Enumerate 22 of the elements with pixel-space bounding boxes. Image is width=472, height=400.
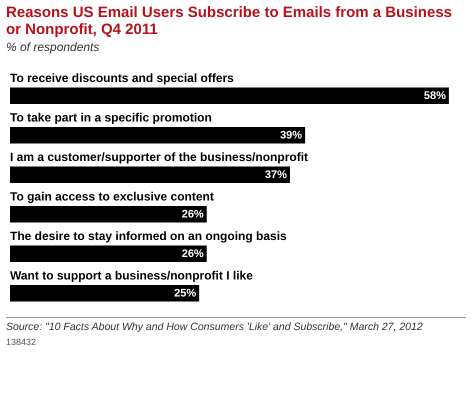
bar (10, 87, 449, 104)
data-label: 26% (182, 208, 204, 220)
text: 138432 (6, 337, 38, 347)
y-tick-label: To receive discounts and special offers (10, 70, 234, 85)
data-label: 26% (182, 248, 204, 260)
bar (10, 126, 306, 144)
chart-title: Reasons US Email Users Subscribe to Emails from a Business or Nonprofit, Q4 2011 (6, 4, 454, 38)
bar (10, 166, 290, 184)
data-label: 25% (174, 287, 196, 300)
bar (10, 245, 207, 262)
y-tick-label: The desire to stay informed on an ongoing basis (10, 228, 288, 243)
bar (10, 206, 207, 223)
source-note: Source: "10 Facts About Why and How Consumers 'Like' and Subscribe," March 27, 2012 (6, 317, 466, 333)
data-label: 58% (424, 90, 446, 102)
y-tick-label: To gain access to exclusive content (10, 189, 214, 204)
y-tick-label: I am a customer/supporter of the business/nonprofit (10, 150, 308, 164)
data-label: 39% (280, 129, 302, 142)
y-tick-label: Want to support a business/nonprofit I like (10, 268, 254, 282)
bar (10, 284, 200, 302)
chart-subtitle: % of respondents (6, 40, 100, 54)
y-tick-label: To take part in a specific promotion (10, 110, 212, 124)
data-label: 37% (264, 168, 288, 181)
